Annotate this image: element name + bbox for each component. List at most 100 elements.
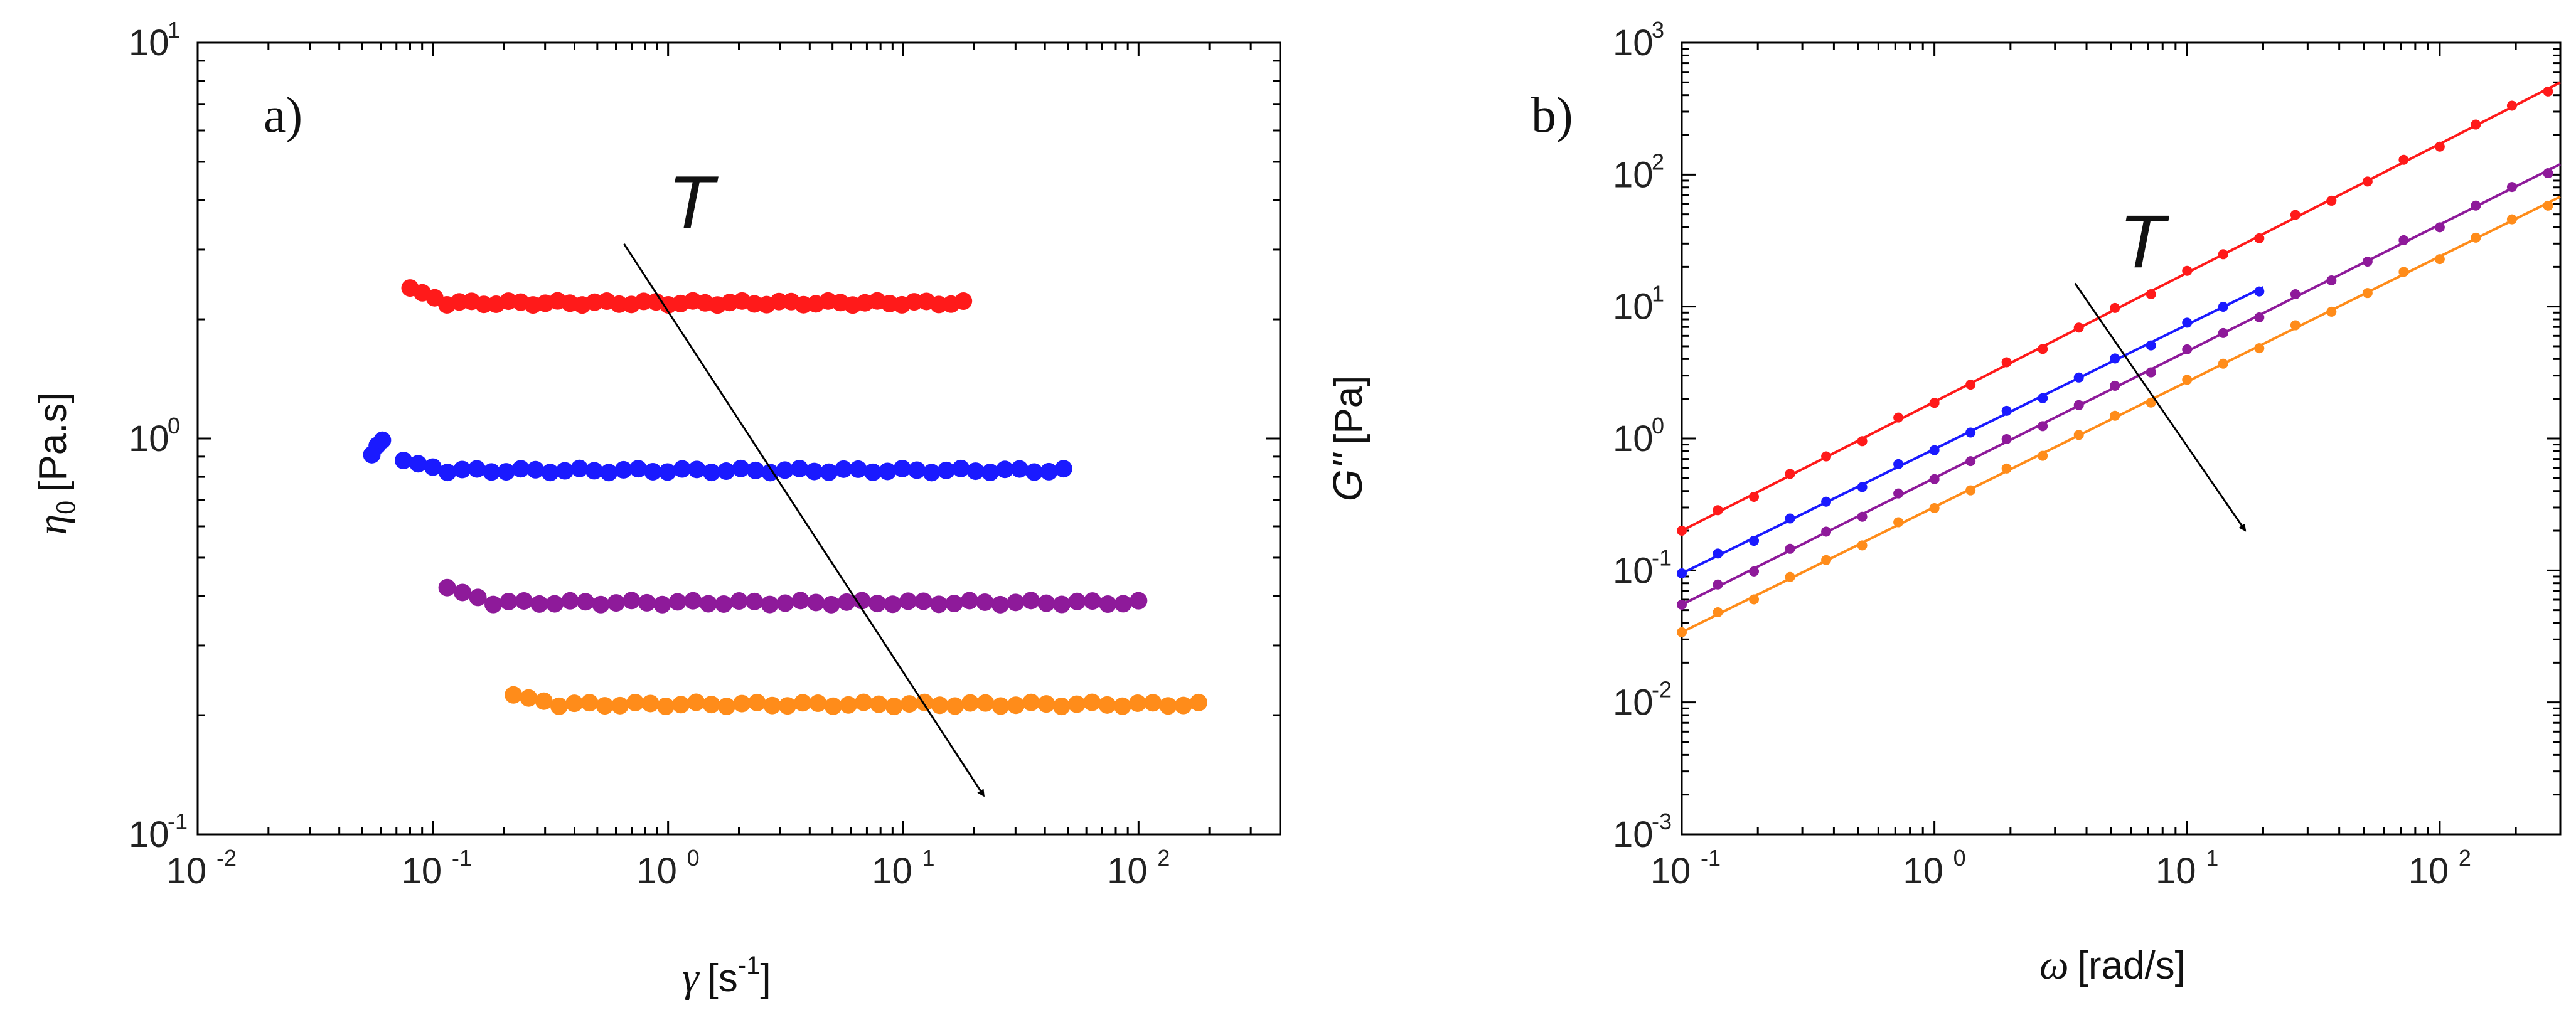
data-point (673, 460, 692, 478)
y-tick-label: 10 (129, 23, 169, 63)
data-point (2326, 306, 2337, 317)
series-T2 (1677, 286, 2265, 579)
data-point (468, 460, 486, 478)
data-point (1054, 460, 1072, 478)
data-point (484, 595, 503, 614)
data-point (2471, 119, 2481, 130)
data-point (668, 593, 687, 611)
x-tick-exponent: -1 (1701, 845, 1721, 871)
data-point (1821, 451, 1832, 462)
data-point (1785, 513, 1795, 524)
y-tick-exponent: -3 (1652, 809, 1672, 834)
data-point (937, 461, 955, 479)
data-point (748, 693, 766, 711)
temperature-label: T (668, 161, 719, 245)
data-point (931, 696, 949, 715)
data-point (761, 464, 779, 482)
y-tick-label: 10 (1613, 418, 1654, 459)
data-point (2290, 320, 2301, 331)
data-point (1965, 456, 1976, 467)
data-point (607, 594, 625, 612)
data-point (1052, 595, 1071, 614)
x-tick-exponent: 0 (1953, 845, 1966, 871)
data-point (1007, 696, 1025, 715)
data-point (2146, 367, 2156, 378)
data-point (439, 464, 457, 482)
data-point (475, 295, 493, 314)
data-point (424, 458, 442, 476)
data-point (976, 593, 994, 611)
series-T4 (1677, 195, 2561, 637)
data-point (838, 593, 856, 611)
data-point (454, 583, 472, 602)
data-point (929, 295, 948, 314)
data-point (868, 595, 887, 613)
data-point (570, 459, 589, 477)
x-tick-exponent: -1 (452, 845, 472, 871)
data-point (2038, 450, 2048, 461)
data-point (1893, 517, 1904, 528)
data-point (2506, 100, 2517, 111)
data-point (1083, 592, 1101, 610)
y-tick-label: 10 (1613, 814, 1654, 855)
data-point (870, 695, 888, 713)
data-point (1677, 526, 1687, 536)
data-point (855, 693, 873, 711)
data-point (453, 460, 471, 479)
data-point (2038, 344, 2048, 354)
data-point (1099, 595, 1117, 614)
data-point (520, 689, 538, 707)
data-point (2506, 182, 2517, 193)
data-point (2110, 380, 2120, 391)
series-T1 (401, 279, 973, 314)
data-point (961, 694, 980, 712)
data-point (730, 592, 748, 610)
data-point (1159, 697, 1177, 715)
data-point (611, 696, 629, 715)
data-point (2001, 463, 2012, 474)
data-point (1677, 627, 1687, 637)
temperature-arrow (623, 243, 985, 797)
data-point (2362, 288, 2373, 299)
data-point (505, 686, 523, 704)
data-point (893, 459, 911, 477)
y-tick-exponent: 3 (1652, 17, 1664, 43)
data-point (1083, 693, 1101, 711)
y-tick-label: 10 (1613, 154, 1654, 195)
data-point (717, 462, 735, 481)
data-point (901, 695, 919, 713)
data-point (2073, 322, 2084, 333)
data-point (1749, 566, 1760, 577)
temperature-label: T (2119, 200, 2170, 284)
data-point (1965, 427, 1976, 438)
data-point (2182, 344, 2193, 354)
y-tick-exponent: 0 (1652, 413, 1664, 438)
data-point (561, 592, 579, 610)
data-point (1174, 696, 1192, 715)
data-point (2290, 289, 2301, 300)
y-axis-label: η0[Pa.s] (29, 392, 81, 534)
data-point (1190, 693, 1208, 711)
data-point (614, 460, 633, 479)
x-tick-label: 10 (872, 851, 912, 891)
y-tick-label: 10 (129, 418, 169, 459)
y-tick-label: 10 (1613, 550, 1654, 591)
data-point (1713, 505, 1723, 516)
data-point (1785, 469, 1795, 479)
x-tick-exponent: 1 (922, 845, 934, 871)
data-point (2146, 397, 2156, 408)
x-tick-label: 10 (166, 851, 207, 891)
data-point (2543, 168, 2553, 179)
x-tick-exponent: 0 (687, 845, 700, 871)
data-point (1965, 485, 1976, 496)
data-point (791, 592, 810, 610)
data-point (2182, 375, 2193, 385)
data-point (483, 463, 501, 481)
data-point (2110, 302, 2120, 313)
data-point (914, 592, 933, 610)
data-point (653, 595, 671, 614)
x-tick-label: 10 (402, 851, 442, 891)
data-point (511, 460, 530, 478)
data-point (2254, 233, 2265, 243)
data-point (1052, 698, 1071, 716)
